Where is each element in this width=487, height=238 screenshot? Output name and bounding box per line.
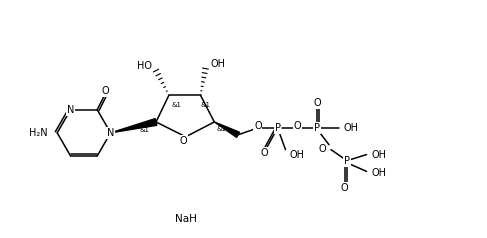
Text: &1: &1 bbox=[172, 102, 182, 108]
Text: O: O bbox=[313, 98, 321, 108]
Text: H₂N: H₂N bbox=[29, 128, 47, 138]
Text: O: O bbox=[341, 183, 349, 193]
Text: O: O bbox=[294, 121, 301, 131]
Text: OH: OH bbox=[289, 149, 304, 160]
Text: N: N bbox=[67, 105, 74, 115]
Text: OH: OH bbox=[344, 123, 359, 133]
Text: OH: OH bbox=[210, 59, 225, 69]
Text: OH: OH bbox=[372, 168, 387, 178]
Text: HO: HO bbox=[137, 61, 152, 71]
Text: O: O bbox=[180, 136, 187, 146]
Text: N: N bbox=[107, 128, 114, 138]
Polygon shape bbox=[111, 119, 157, 133]
Text: P: P bbox=[344, 157, 350, 167]
Text: &1: &1 bbox=[139, 127, 149, 133]
Text: &1: &1 bbox=[216, 126, 226, 132]
Text: OH: OH bbox=[372, 149, 387, 160]
Text: O: O bbox=[101, 86, 109, 96]
Text: NaH: NaH bbox=[175, 214, 197, 224]
Text: P: P bbox=[314, 123, 320, 133]
Text: P: P bbox=[275, 123, 281, 133]
Text: &1: &1 bbox=[201, 102, 210, 108]
Polygon shape bbox=[214, 122, 240, 137]
Text: O: O bbox=[261, 148, 268, 158]
Text: O: O bbox=[318, 144, 326, 154]
Text: O: O bbox=[254, 121, 262, 131]
